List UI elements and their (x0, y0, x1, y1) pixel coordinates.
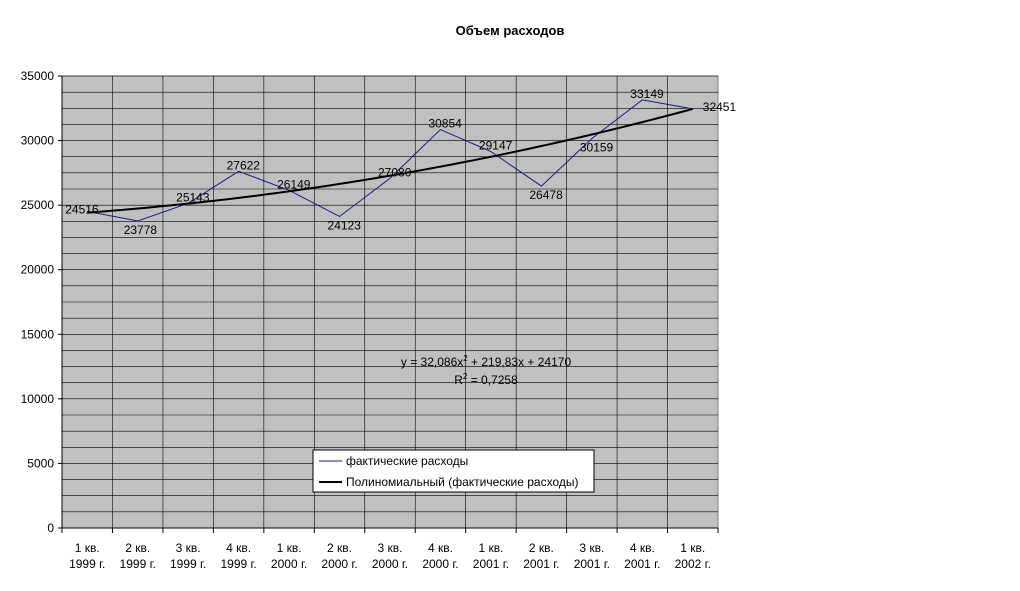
data-label: 25143 (176, 190, 210, 204)
data-label: 32451 (703, 100, 737, 114)
x-tick-label: 1 кв. 1999 г. (69, 541, 105, 571)
y-axis: 0 5000 10000 15000 20000 25000 30000 35000 (21, 69, 63, 535)
y-tick-label: 0 (47, 521, 54, 535)
x-tick-label: 4 кв. 2000 г. (422, 541, 458, 571)
y-tick-label: 5000 (27, 456, 54, 470)
y-tick-label: 10000 (21, 392, 55, 406)
data-labels: 24516 23778 25143 27622 26149 24123 27080 30854… (65, 87, 736, 237)
y-tick-label: 20000 (21, 263, 55, 277)
y-tick-label: 30000 (21, 134, 55, 148)
legend-label-actual: фактические расходы (346, 454, 468, 468)
x-tick-label: 4 кв. 2001 г. (624, 541, 660, 571)
x-tick-label: 3 кв. 1999 г. (170, 541, 206, 571)
data-label: 24516 (65, 202, 99, 216)
data-label: 27080 (378, 165, 412, 179)
x-tick-label: 1 кв. 2000 г. (271, 541, 307, 571)
legend-box (312, 449, 595, 493)
x-tick-label: 1 кв. 2001 г. (473, 541, 509, 571)
y-tick-label: 15000 (21, 327, 55, 341)
trendline-r-squared: R2 = 0,7258 (454, 372, 518, 387)
data-label: 33149 (630, 87, 664, 101)
x-tick-label: 2 кв. 1999 г. (120, 541, 156, 571)
y-tick-label: 25000 (21, 198, 55, 212)
x-tick-label: 2 кв. 2001 г. (523, 541, 559, 571)
data-label: 26149 (277, 177, 311, 191)
data-label: 29147 (479, 139, 513, 153)
data-label: 30159 (580, 141, 614, 155)
x-tick-label: 3 кв. 2001 г. (574, 541, 610, 571)
y-tick-label: 35000 (21, 69, 55, 83)
chart-title: Объем расходов (456, 23, 565, 38)
x-tick-label: 2 кв. 2000 г. (321, 541, 357, 571)
trendline-equation: y = 32,086x2 + 219,83x + 24170 (401, 354, 572, 369)
legend: фактические расходы Полиномиальный (факт… (312, 449, 595, 493)
data-label: 27622 (227, 158, 261, 172)
data-label: 26478 (529, 188, 563, 202)
data-label: 23778 (124, 223, 158, 237)
data-label: 30854 (428, 117, 462, 131)
x-tick-label: 3 кв. 2000 г. (372, 541, 408, 571)
x-tick-label: 1 кв. 2002 г. (675, 541, 711, 571)
legend-label-trend: Полиномиальный (фактические расходы) (346, 475, 578, 489)
x-tick-label: 4 кв. 1999 г. (220, 541, 256, 571)
series-line-trend (87, 107, 694, 214)
x-axis: 1 кв. 1999 г. 2 кв. 1999 г. 3 кв. 1999 г. 4 кв… (61, 527, 719, 571)
data-label: 24123 (328, 218, 362, 232)
series-layer (87, 99, 694, 222)
